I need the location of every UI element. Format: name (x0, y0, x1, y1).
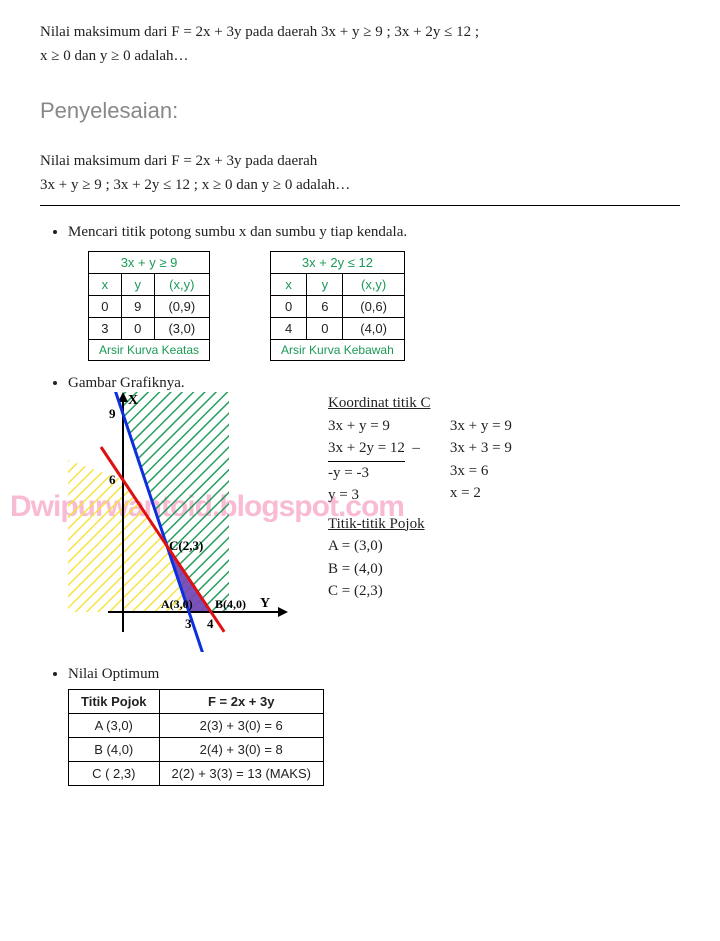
graph-section: 6 9 34 X Y A(3,0) B(4,0) C(2,3) Koordinat titik… (68, 392, 680, 652)
svg-text:9: 9 (109, 406, 116, 421)
steps-list: Mencari titik potong sumbu x dan sumbu y… (40, 224, 680, 786)
corner-C: C = (2,3) (328, 580, 512, 603)
t1-footer: Arsir Kurva Keatas (89, 340, 210, 361)
elim-l3: y = 3 (328, 484, 420, 507)
opt-r2c1: 2(2) + 3(3) = 13 (MAKS) (159, 762, 323, 786)
t1-r0c1: 9 (121, 296, 154, 318)
step-1: Mencari titik potong sumbu x dan sumbu y… (68, 224, 680, 361)
optimum-table: Titik Pojok F = 2x + 3y A (3,0) 2(3) + 3… (68, 689, 324, 786)
elim-l1: 3x + 2y = 12 (328, 437, 405, 462)
intercept-table-1: 3x + y ≥ 9 x y (x,y) 0 9 (0,9) 3 0 (3,0)… (88, 251, 210, 361)
t1-col-y: y (121, 274, 154, 296)
step1-label: Mencari titik potong sumbu x dan sumbu y… (68, 224, 407, 240)
elim-r1: 3x + 3 = 9 (450, 437, 512, 460)
coordinate-work: Koordinat titik C 3x + y = 9 3x + 2y = 1… (328, 392, 512, 603)
problem-statement: Nilai maksimum dari F = 2x + 3y pada dae… (40, 20, 680, 68)
t2-r0c1: 6 (307, 296, 343, 318)
t2-col-y: y (307, 274, 343, 296)
intercept-table-2: 3x + 2y ≤ 12 x y (x,y) 0 6 (0,6) 4 0 (4,… (270, 251, 405, 361)
opt-col0: Titik Pojok (69, 690, 160, 714)
t2-r1c0: 4 (271, 318, 307, 340)
opt-col1: F = 2x + 3y (159, 690, 323, 714)
opt-r1c1: 2(4) + 3(0) = 8 (159, 738, 323, 762)
opt-r2c0: C ( 2,3) (69, 762, 160, 786)
corner-A: A = (3,0) (328, 535, 512, 558)
restatement: Nilai maksimum dari F = 2x + 3y pada dae… (40, 149, 680, 206)
opt-r0c1: 2(3) + 3(0) = 6 (159, 714, 323, 738)
t2-r1c2: (4,0) (343, 318, 404, 340)
solution-heading: Penyelesaian: (40, 98, 680, 124)
t2-col-x: x (271, 274, 307, 296)
elim-r3: x = 2 (450, 482, 512, 505)
elim-left: 3x + y = 9 3x + 2y = 12 – -y = -3 y = 3 (328, 415, 420, 507)
step-2: Gambar Grafiknya. 6 9 34 X Y A(3,0) B(4,0) C(2,… (68, 375, 680, 652)
elim-right: 3x + y = 9 3x + 3 = 9 3x = 6 x = 2 (450, 415, 512, 507)
corner-points-title: Titik-titik Pojok (328, 513, 512, 536)
t1-r0c2: (0,9) (154, 296, 209, 318)
t1-header: 3x + y ≥ 9 (89, 252, 210, 274)
t2-r0c0: 0 (271, 296, 307, 318)
corner-B: B = (4,0) (328, 558, 512, 581)
step3-label: Nilai Optimum (68, 666, 159, 682)
step-3: Nilai Optimum Titik Pojok F = 2x + 3y A … (68, 666, 680, 786)
svg-text:Y: Y (260, 596, 270, 611)
svg-text:A(3,0): A(3,0) (161, 597, 193, 611)
t2-col-xy: (x,y) (343, 274, 404, 296)
restatement-line1: Nilai maksimum dari F = 2x + 3y pada dae… (40, 149, 680, 173)
intercept-tables: 3x + y ≥ 9 x y (x,y) 0 9 (0,9) 3 0 (3,0)… (88, 251, 680, 361)
opt-r0c0: A (3,0) (69, 714, 160, 738)
t2-footer: Arsir Kurva Kebawah (271, 340, 405, 361)
problem-line1: Nilai maksimum dari F = 2x + 3y pada dae… (40, 20, 680, 44)
t2-r0c2: (0,6) (343, 296, 404, 318)
t1-col-x: x (89, 274, 122, 296)
t1-r0c0: 0 (89, 296, 122, 318)
elim-r0: 3x + y = 9 (450, 415, 512, 438)
t1-col-xy: (x,y) (154, 274, 209, 296)
svg-text:3: 3 (185, 616, 192, 631)
t2-header: 3x + 2y ≤ 12 (271, 252, 405, 274)
svg-text:4: 4 (207, 616, 214, 631)
coord-c-title: Koordinat titik C (328, 392, 512, 415)
t1-r1c2: (3,0) (154, 318, 209, 340)
svg-text:B(4,0): B(4,0) (215, 597, 246, 611)
t1-r1c0: 3 (89, 318, 122, 340)
t1-r1c1: 0 (121, 318, 154, 340)
svg-text:6: 6 (109, 472, 116, 487)
elim-l0: 3x + y = 9 (328, 415, 420, 438)
elim-l2: -y = -3 (328, 462, 420, 485)
svg-text:X: X (128, 393, 138, 408)
step2-label: Gambar Grafiknya. (68, 375, 185, 391)
elim-r2: 3x = 6 (450, 460, 512, 483)
feasible-region-graph: 6 9 34 X Y A(3,0) B(4,0) C(2,3) (68, 392, 288, 652)
svg-text:C(2,3): C(2,3) (169, 538, 203, 553)
restatement-line2: 3x + y ≥ 9 ; 3x + 2y ≤ 12 ; x ≥ 0 dan y … (40, 173, 680, 197)
problem-line2: x ≥ 0 dan y ≥ 0 adalah… (40, 44, 680, 68)
t2-r1c1: 0 (307, 318, 343, 340)
opt-r1c0: B (4,0) (69, 738, 160, 762)
